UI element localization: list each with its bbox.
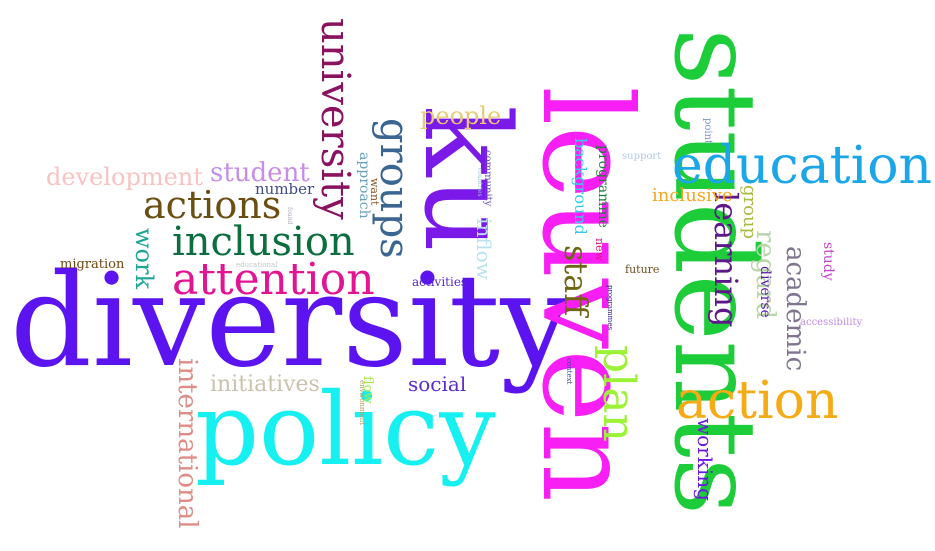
word-attention: attention: [172, 254, 375, 305]
word-international: international: [172, 358, 202, 529]
word-study: study: [820, 242, 836, 281]
word-academic: academic: [780, 246, 810, 372]
word-programme: programme: [595, 145, 611, 228]
word-student: student: [210, 158, 310, 188]
word-plan: plan: [593, 345, 644, 442]
word-people: people: [420, 102, 502, 130]
word-initiatives: initiatives: [210, 372, 320, 397]
word-community: community: [482, 150, 493, 207]
word-actions: actions: [143, 183, 282, 227]
word-diverse: diverse: [757, 266, 773, 318]
word-future: future: [625, 263, 660, 276]
word-education: education: [672, 136, 932, 196]
word-staff: staff: [557, 245, 595, 317]
word-accessibility: accessibility: [800, 317, 863, 328]
word-want: want: [368, 178, 381, 206]
word-development: development: [46, 163, 203, 191]
word-new: new: [593, 238, 606, 262]
word-inclusion: inclusion: [172, 219, 355, 265]
word-educational: educational: [236, 261, 278, 269]
word-social: social: [408, 372, 467, 396]
word-countries: countries: [476, 168, 483, 197]
word-found: found: [286, 207, 293, 225]
word-action: action: [676, 371, 839, 431]
word-diversity: diversity: [10, 247, 573, 396]
word-policy: policy: [195, 371, 496, 488]
word-inclusive: inclusive: [652, 185, 733, 206]
word-learning: learning: [707, 192, 745, 328]
word-environment: environment: [358, 380, 366, 426]
word-support: support: [622, 151, 662, 162]
word-activities: activities: [412, 275, 468, 289]
word-group: group: [739, 185, 760, 240]
word-work: work: [130, 228, 158, 290]
word-number: number: [255, 180, 315, 198]
word-point: point: [702, 118, 713, 145]
word-university: university: [312, 18, 358, 220]
word-migration: migration: [60, 257, 125, 272]
word-inflow: inflow: [472, 218, 496, 280]
word-working: working: [693, 418, 717, 501]
word-background: background: [571, 138, 590, 235]
word-context: context: [565, 358, 573, 385]
word-programmes: programmes: [606, 285, 614, 331]
